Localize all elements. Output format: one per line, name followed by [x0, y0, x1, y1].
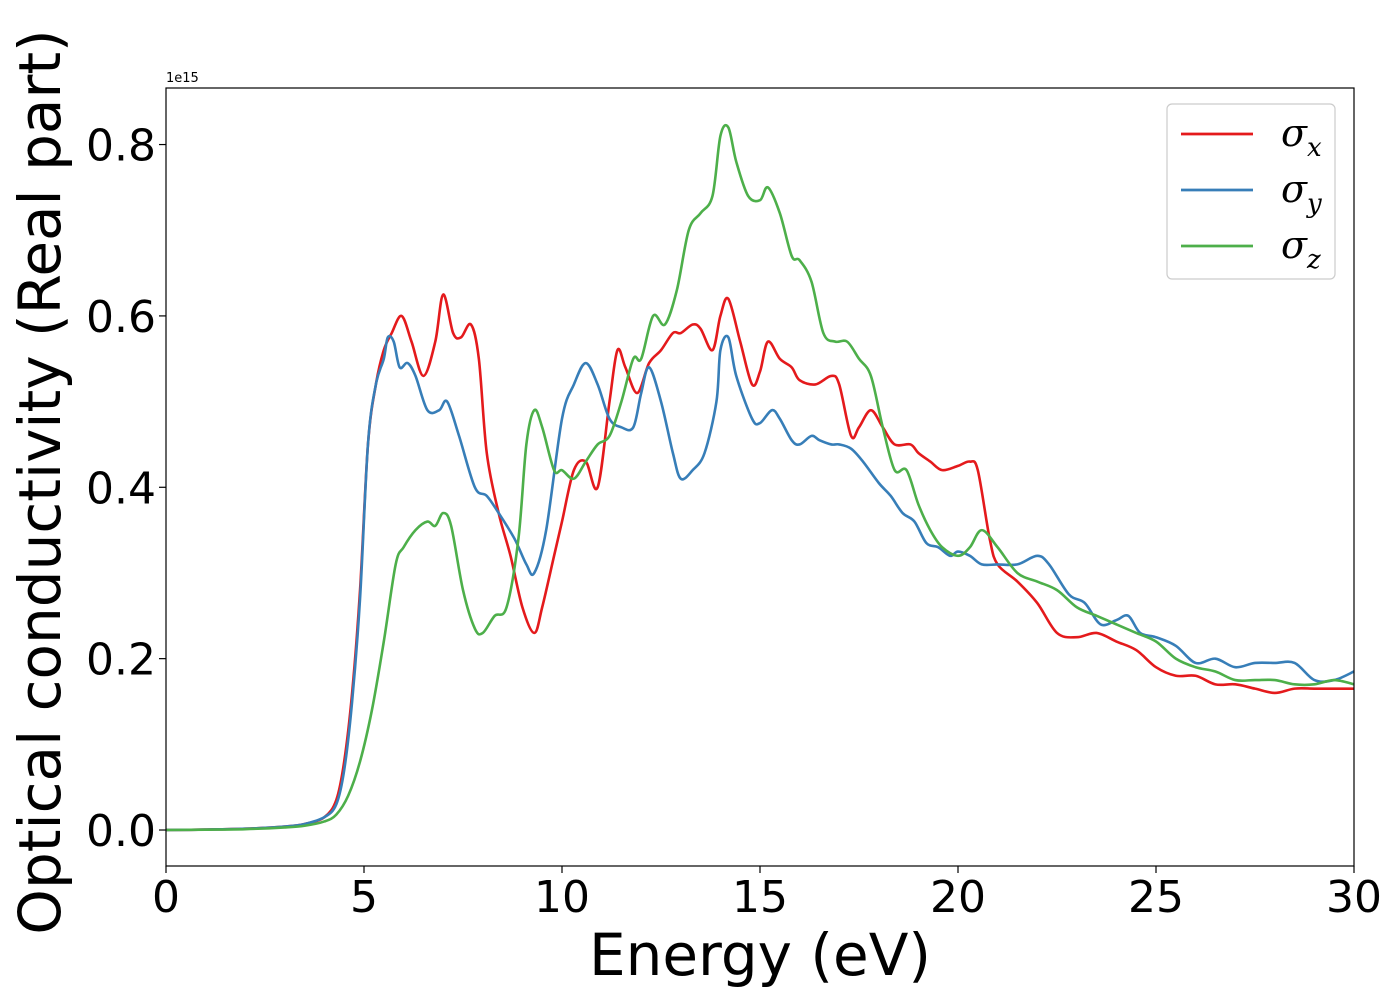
- x-tick-label: 10: [534, 872, 590, 923]
- y-offset-label: 1e15: [166, 71, 199, 86]
- x-tick-label: 0: [152, 872, 180, 923]
- legend-label-x: σx: [1281, 111, 1322, 163]
- y-tick-label: 0.4: [86, 463, 156, 514]
- x-tick-label: 5: [350, 872, 378, 923]
- legend-label-z: σz: [1281, 223, 1321, 275]
- y-tick-label: 0.8: [86, 121, 156, 172]
- legend-box: [1166, 103, 1336, 280]
- x-axis-title: Energy (eV): [589, 921, 931, 989]
- series-line-x: [166, 293, 1354, 832]
- legend-subscript: x: [1307, 133, 1322, 163]
- legend-symbol: σ: [1281, 167, 1308, 211]
- legend-subscript: y: [1306, 189, 1322, 219]
- legend-symbol: σ: [1281, 111, 1308, 155]
- x-tick-label: 20: [930, 872, 986, 923]
- axis-ticks: 0 5 10 15 20 25 30 0.0 0.2 0.4 0.6 0.8: [86, 121, 1382, 923]
- x-tick-label: 30: [1326, 872, 1382, 923]
- x-tick-label: 15: [732, 872, 788, 923]
- y-tick-label: 0.6: [86, 292, 156, 343]
- series-line-z: [166, 123, 1354, 832]
- legend-symbol: σ: [1281, 223, 1308, 267]
- y-tick-label: 0.2: [86, 635, 156, 686]
- x-tick-label: 25: [1128, 872, 1184, 923]
- legend-subscript: z: [1306, 245, 1321, 275]
- legend-label-y: σy: [1281, 167, 1322, 219]
- series-line-y: [166, 334, 1354, 832]
- series-lines: [166, 123, 1354, 832]
- y-axis-title: Optical conductivity (Real part): [6, 29, 74, 934]
- y-tick-label: 0.0: [86, 806, 156, 857]
